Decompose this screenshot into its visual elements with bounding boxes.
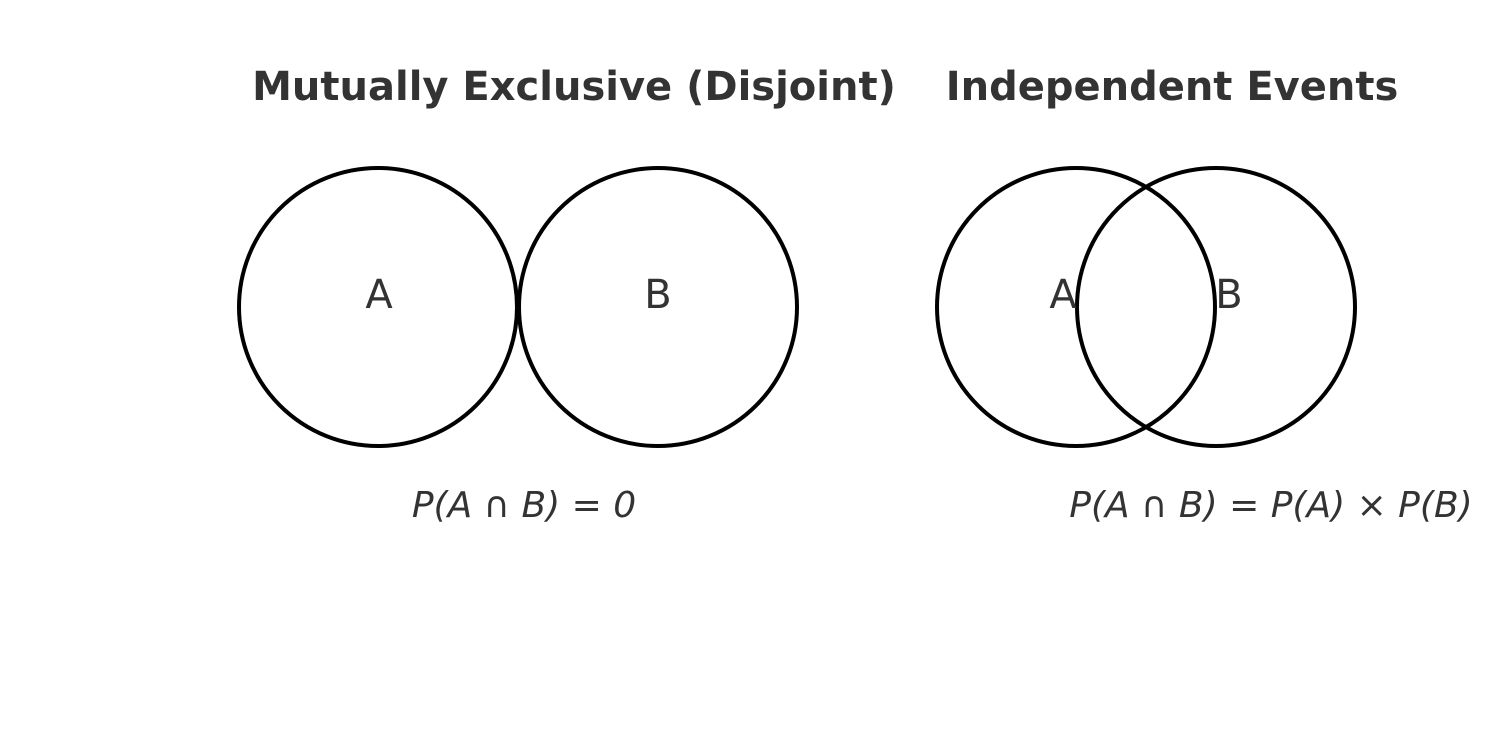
- independent-circle-a: [935, 166, 1217, 448]
- disjoint-formula: P(A ∩ B) = 0: [412, 485, 636, 526]
- disjoint-label-b: B: [644, 272, 671, 318]
- independent-title: Independent Events: [946, 64, 1399, 110]
- disjoint-circle-b: [517, 166, 799, 448]
- independent-formula: P(A ∩ B) = P(A) × P(B): [1069, 485, 1472, 526]
- independent-circle-b: [1075, 166, 1357, 448]
- independent-label-a: A: [1049, 272, 1077, 318]
- independent-label-b: B: [1215, 272, 1242, 318]
- disjoint-label-a: A: [365, 272, 393, 318]
- disjoint-panel: Mutually Exclusive (Disjoint) A B P(A ∩ …: [237, 64, 896, 526]
- disjoint-title: Mutually Exclusive (Disjoint): [252, 64, 896, 110]
- independent-panel: Independent Events A B P(A ∩ B) = P(A) ×…: [935, 64, 1473, 526]
